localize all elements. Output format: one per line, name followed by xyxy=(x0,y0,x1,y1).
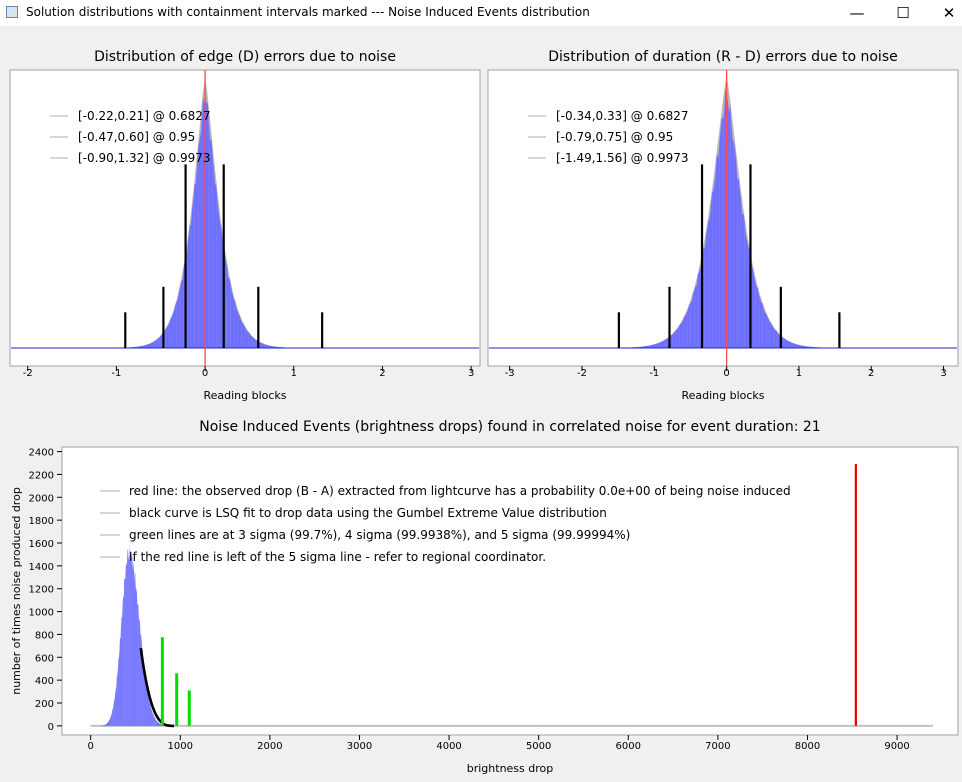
x-axis-label: Reading blocks xyxy=(681,389,764,402)
x-tick-label: 1 xyxy=(291,368,297,379)
x-tick-label: 0 xyxy=(202,368,208,379)
x-tick-label: 3 xyxy=(468,368,474,379)
x-tick-label: 2000 xyxy=(257,741,282,752)
y-tick-label: 800 xyxy=(35,630,54,641)
x-tick-label: -2 xyxy=(577,368,587,379)
x-tick-label: 3000 xyxy=(347,741,372,752)
x-tick-label: 0 xyxy=(723,368,729,379)
legend-label: [-0.79,0.75] @ 0.95 xyxy=(556,130,673,144)
chart-title: Distribution of edge (D) errors due to n… xyxy=(94,49,396,65)
x-tick-label: 4000 xyxy=(436,741,461,752)
legend-label: green lines are at 3 sigma (99.7%), 4 si… xyxy=(129,528,630,542)
x-tick-label: 7000 xyxy=(705,741,730,752)
legend-label: If the red line is left of the 5 sigma l… xyxy=(129,550,546,564)
y-tick-label: 1200 xyxy=(29,585,54,596)
x-tick-label: -1 xyxy=(649,368,659,379)
x-tick-label: -3 xyxy=(505,368,515,379)
y-tick-label: 0 xyxy=(48,722,54,733)
chart-panel-2: Distribution of duration (R - D) errors … xyxy=(487,49,959,402)
y-tick-label: 600 xyxy=(35,653,54,664)
y-tick-label: 1800 xyxy=(29,516,54,527)
chart-panel-3: Noise Induced Events (brightness drops) … xyxy=(10,419,959,775)
x-tick-label: 1000 xyxy=(168,741,193,752)
charts-area: Distribution of edge (D) errors due to n… xyxy=(9,49,959,775)
chart-panel-1: Distribution of edge (D) errors due to n… xyxy=(9,49,481,402)
minimize-button[interactable]: — xyxy=(849,4,865,22)
y-tick-label: 400 xyxy=(35,676,54,687)
close-button[interactable]: ✕ xyxy=(942,4,956,22)
legend-label: black curve is LSQ fit to drop data usin… xyxy=(129,506,607,520)
y-axis-label: number of times noise produced drop xyxy=(10,487,23,695)
y-tick-label: 1000 xyxy=(29,608,54,619)
legend-label: red line: the observed drop (B - A) extr… xyxy=(129,484,791,498)
x-tick-label: 1 xyxy=(796,368,802,379)
plot-area xyxy=(9,69,481,367)
y-tick-label: 2000 xyxy=(29,493,54,504)
x-tick-label: 2 xyxy=(868,368,874,379)
x-tick-label: -1 xyxy=(111,368,121,379)
maximize-button[interactable]: ☐ xyxy=(896,4,910,22)
chart-title: Distribution of duration (R - D) errors … xyxy=(548,49,897,65)
legend-label: [-0.34,0.33] @ 0.6827 xyxy=(556,109,689,123)
x-tick-label: 9000 xyxy=(884,741,909,752)
x-axis-label: brightness drop xyxy=(467,762,554,775)
plot-area xyxy=(61,446,959,736)
legend-label: [-0.90,1.32] @ 0.9973 xyxy=(78,151,211,165)
x-tick-label: -2 xyxy=(23,368,33,379)
y-tick-label: 1600 xyxy=(29,539,54,550)
legend-label: [-0.47,0.60] @ 0.95 xyxy=(78,130,195,144)
window-title: Solution distributions with containment … xyxy=(26,5,590,19)
x-tick-label: 5000 xyxy=(526,741,551,752)
gumbel-fit-curve xyxy=(139,647,174,728)
y-tick-label: 2400 xyxy=(29,448,54,459)
chart-title: Noise Induced Events (brightness drops) … xyxy=(199,419,820,435)
x-axis-label: Reading blocks xyxy=(203,389,286,402)
x-tick-label: 0 xyxy=(87,741,93,752)
legend-label: [-0.22,0.21] @ 0.6827 xyxy=(78,109,211,123)
title-bar: Solution distributions with containment … xyxy=(0,0,962,26)
y-tick-label: 1400 xyxy=(29,562,54,573)
x-tick-label: 8000 xyxy=(795,741,820,752)
y-tick-label: 2200 xyxy=(29,470,54,481)
app-icon xyxy=(6,6,18,18)
y-tick-label: 200 xyxy=(35,699,54,710)
x-tick-label: 2 xyxy=(379,368,385,379)
legend-label: [-1.49,1.56] @ 0.9973 xyxy=(556,151,689,165)
x-tick-label: 3 xyxy=(940,368,946,379)
x-tick-label: 6000 xyxy=(616,741,641,752)
